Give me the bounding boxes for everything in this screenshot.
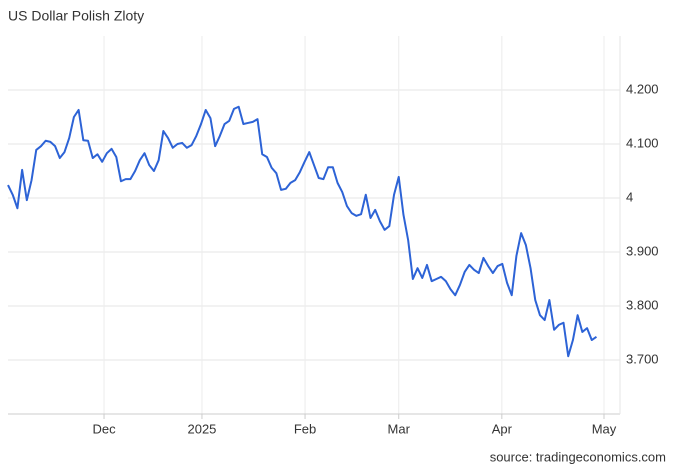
y-tick-label: 4.200 xyxy=(626,81,659,96)
x-tick-label: Mar xyxy=(388,421,411,436)
y-tick-label: 4 xyxy=(626,189,633,204)
y-tick-label: 4.100 xyxy=(626,135,659,150)
y-tick-label: 3.800 xyxy=(626,297,659,312)
x-tick-label: Apr xyxy=(492,421,513,436)
x-tick-label: Dec xyxy=(92,421,116,436)
y-tick-label: 3.700 xyxy=(626,351,659,366)
source: source: tradingeconomics.com xyxy=(490,449,666,464)
x-tick-label: 2025 xyxy=(187,421,216,436)
price-line xyxy=(7,105,598,358)
x-tick-label: May xyxy=(592,421,617,436)
chart-title: US Dollar Polish Zloty xyxy=(8,8,144,24)
x-tick-label: Feb xyxy=(294,421,316,436)
y-tick-label: 3.900 xyxy=(626,243,659,258)
